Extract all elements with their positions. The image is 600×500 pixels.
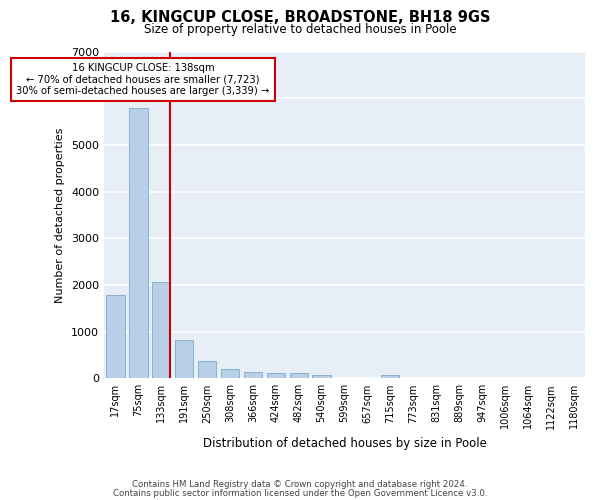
Bar [244, 372, 262, 378]
Text: Contains public sector information licensed under the Open Government Licence v3: Contains public sector information licen… [113, 490, 487, 498]
Bar [106, 295, 125, 378]
Text: 16 KINGCUP CLOSE: 138sqm
← 70% of detached houses are smaller (7,723)
30% of sem: 16 KINGCUP CLOSE: 138sqm ← 70% of detach… [16, 63, 269, 96]
Bar [152, 282, 170, 378]
Y-axis label: Number of detached properties: Number of detached properties [55, 127, 65, 302]
Bar [266, 373, 285, 378]
Bar [381, 375, 400, 378]
Text: Size of property relative to detached houses in Poole: Size of property relative to detached ho… [143, 22, 457, 36]
Bar [175, 340, 193, 378]
Bar [290, 373, 308, 378]
Bar [198, 362, 216, 378]
Text: 16, KINGCUP CLOSE, BROADSTONE, BH18 9GS: 16, KINGCUP CLOSE, BROADSTONE, BH18 9GS [110, 10, 490, 25]
Text: Contains HM Land Registry data © Crown copyright and database right 2024.: Contains HM Land Registry data © Crown c… [132, 480, 468, 489]
Bar [129, 108, 148, 378]
Bar [313, 375, 331, 378]
Bar [221, 368, 239, 378]
X-axis label: Distribution of detached houses by size in Poole: Distribution of detached houses by size … [203, 437, 487, 450]
